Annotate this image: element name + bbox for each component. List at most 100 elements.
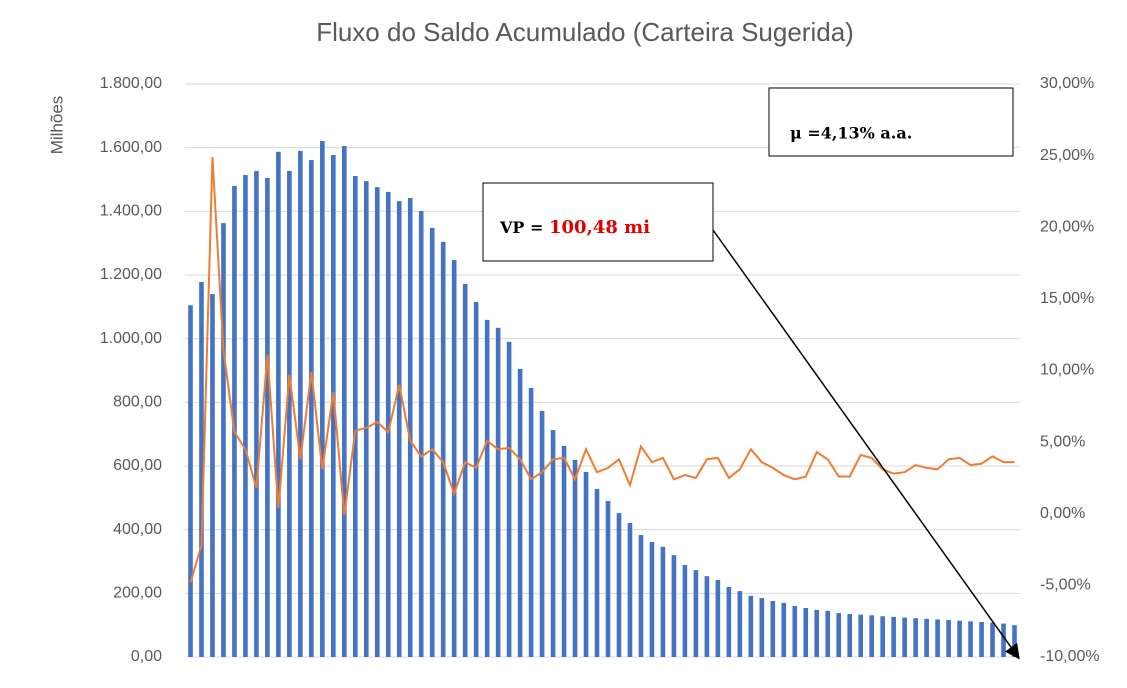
bar xyxy=(473,302,479,657)
vp-prefix: VP = xyxy=(499,218,549,237)
vp-arrow xyxy=(712,229,1020,660)
bar xyxy=(320,140,325,657)
vp-value: 100,48 mi xyxy=(549,217,650,238)
bar xyxy=(221,223,226,657)
bar xyxy=(287,170,292,657)
bar xyxy=(726,586,732,657)
y2-tick-label: 0,00% xyxy=(1040,505,1085,522)
bar xyxy=(858,614,863,657)
bar xyxy=(770,600,776,657)
chart-title: Fluxo do Saldo Acumulado (Carteira Suger… xyxy=(316,17,854,47)
bar xyxy=(715,579,721,657)
bar xyxy=(451,260,457,657)
bar xyxy=(462,283,468,657)
bar xyxy=(342,146,347,657)
bar xyxy=(352,175,358,657)
bar xyxy=(605,501,611,657)
bar xyxy=(638,535,644,657)
bar xyxy=(792,606,798,657)
bar xyxy=(232,185,237,657)
bar xyxy=(407,197,413,658)
bar xyxy=(946,620,951,657)
y2-tick-label: 15,00% xyxy=(1040,290,1094,307)
bar xyxy=(847,614,853,657)
bar xyxy=(550,430,556,657)
mu-annotation: μ =4,13% a.a. xyxy=(790,124,912,143)
vp-annotation: VP = 100,48 mi xyxy=(499,217,650,238)
bar xyxy=(506,341,512,657)
bar xyxy=(693,570,699,657)
y-tick-label: 1.800,00 xyxy=(100,75,162,92)
bar xyxy=(759,598,765,657)
bar xyxy=(836,613,842,657)
bar xyxy=(682,565,688,657)
bar xyxy=(298,150,303,657)
bar xyxy=(265,177,270,658)
bar xyxy=(979,621,984,657)
bar xyxy=(924,618,929,657)
bar xyxy=(309,160,314,657)
bar xyxy=(210,294,215,657)
y2-tick-label: 30,00% xyxy=(1040,75,1094,92)
bar xyxy=(363,181,369,657)
y-tick-label: 0,00 xyxy=(131,648,162,665)
y2-tick-label: 25,00% xyxy=(1040,147,1094,164)
bar xyxy=(594,488,600,657)
bar xyxy=(243,175,248,657)
bar xyxy=(396,201,402,657)
bar xyxy=(737,591,743,657)
bar xyxy=(616,513,622,657)
y-tick-label: 400,00 xyxy=(113,521,162,538)
bar xyxy=(495,327,501,657)
bar xyxy=(935,619,940,657)
bar xyxy=(1001,623,1006,657)
bar xyxy=(528,388,534,657)
y-tick-label: 800,00 xyxy=(113,394,162,411)
bar xyxy=(869,615,874,657)
bar xyxy=(880,616,885,657)
bar xyxy=(276,151,281,657)
bar xyxy=(957,620,962,657)
bar xyxy=(913,618,918,657)
bar xyxy=(429,227,435,658)
y2-tick-label: 5,00% xyxy=(1040,433,1085,450)
bar xyxy=(968,621,973,657)
y2-tick-label: 10,00% xyxy=(1040,362,1094,379)
y-axis-label: Milhões xyxy=(47,96,66,155)
bar xyxy=(583,472,589,657)
bar xyxy=(814,609,820,657)
bar xyxy=(254,170,259,657)
vp-box xyxy=(482,182,714,262)
bar xyxy=(517,368,523,657)
bar xyxy=(561,445,567,657)
y2-tick-label: -5,00% xyxy=(1040,577,1091,594)
bar xyxy=(803,607,809,657)
bar xyxy=(572,459,578,657)
bar xyxy=(331,154,336,657)
bar xyxy=(199,282,204,657)
bar xyxy=(440,241,446,658)
bar xyxy=(704,576,710,657)
bar xyxy=(902,617,907,657)
y-tick-label: 200,00 xyxy=(113,585,162,602)
bar xyxy=(990,622,995,657)
y2-tick-label: 20,00% xyxy=(1040,218,1094,235)
bar xyxy=(418,211,424,657)
bar xyxy=(891,616,896,657)
y-tick-label: 1.000,00 xyxy=(100,330,162,347)
y-tick-label: 1.400,00 xyxy=(100,203,162,220)
bar xyxy=(825,610,831,657)
y-tick-label: 1.200,00 xyxy=(100,266,162,283)
bar xyxy=(188,305,193,657)
bar xyxy=(671,555,677,657)
bar xyxy=(748,595,754,657)
bar xyxy=(627,522,633,657)
mu-box xyxy=(768,87,1014,157)
bar xyxy=(539,410,545,657)
y-tick-label: 1.600,00 xyxy=(100,139,162,156)
line xyxy=(189,157,1015,583)
bar xyxy=(649,542,655,657)
bar xyxy=(484,319,490,657)
y2-tick-label: -10,00% xyxy=(1040,648,1100,665)
